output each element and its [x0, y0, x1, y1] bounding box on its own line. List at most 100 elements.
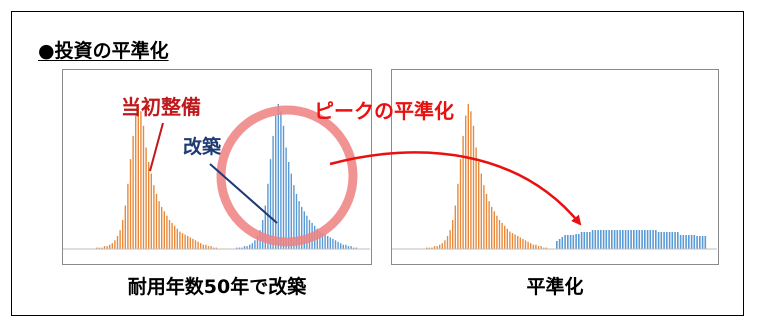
bar-initial: [210, 246, 212, 249]
bar-leveled: [657, 232, 660, 249]
bar-leveled: [701, 236, 704, 249]
bar-rebuild: [340, 243, 342, 249]
bar-initial: [433, 246, 436, 249]
pointer-initial: [149, 122, 164, 172]
bar-initial: [480, 173, 482, 249]
bar-initial: [493, 211, 495, 249]
bar-initial: [213, 247, 215, 249]
bar-rebuild: [288, 162, 290, 249]
bar-initial: [428, 247, 430, 249]
bar-initial: [192, 238, 194, 249]
bar-rebuild: [269, 159, 272, 249]
bar-rebuild: [337, 241, 339, 250]
bar-rebuild: [345, 244, 347, 249]
bar-rebuild: [353, 247, 355, 249]
bar-initial: [215, 247, 217, 249]
bar-rebuild: [355, 247, 357, 249]
bar-initial: [472, 125, 475, 250]
bar-rebuild: [277, 104, 279, 249]
bar-initial: [446, 235, 449, 249]
peak-highlight-circle: [216, 105, 358, 247]
bar-leveled: [583, 232, 586, 249]
bar-rebuild: [347, 246, 350, 249]
bar-leveled: [685, 235, 687, 249]
bar-initial: [530, 243, 532, 249]
bar-initial: [98, 247, 100, 249]
bar-initial: [171, 222, 173, 249]
bar-leveled: [589, 232, 591, 249]
bar-leveled: [622, 230, 624, 249]
bar-initial: [431, 247, 433, 249]
bar-leveled: [666, 232, 668, 249]
bar-leveled: [693, 235, 696, 249]
bar-initial: [535, 244, 537, 249]
bar-leveled: [704, 236, 707, 249]
bar-initial: [181, 233, 184, 249]
bar-initial: [187, 235, 189, 249]
bar-leveled: [586, 232, 588, 249]
bar-leveled: [696, 236, 698, 249]
bar-initial: [441, 243, 443, 249]
bar-initial: [426, 247, 428, 249]
bar-initial: [202, 244, 204, 249]
bar-leveled: [575, 234, 577, 249]
bar-initial: [189, 237, 191, 249]
bar-initial: [135, 115, 137, 249]
bar-initial: [470, 111, 472, 250]
label-rebuild: 改築: [183, 136, 222, 158]
bar-rebuild: [295, 193, 298, 249]
bar-initial: [532, 244, 534, 249]
bar-initial: [491, 206, 493, 249]
bar-leveled: [594, 230, 597, 249]
bar-rebuild: [267, 183, 269, 250]
caption-leveled: 平準化: [526, 276, 584, 298]
bar-leveled: [616, 230, 619, 249]
bar-initial: [540, 246, 542, 249]
bar-initial: [116, 235, 119, 249]
bar-initial: [485, 193, 488, 249]
bar-leveled: [597, 230, 599, 249]
bar-initial: [176, 228, 178, 249]
bar-rebuild: [303, 211, 305, 249]
bar-initial: [475, 147, 477, 249]
bar-initial: [184, 234, 186, 249]
bar-rebuild: [256, 235, 259, 249]
bar-leveled: [613, 230, 616, 249]
bar-initial: [483, 185, 485, 249]
bar-initial: [501, 222, 503, 249]
bar-initial: [142, 125, 145, 250]
bar-rebuild: [306, 215, 308, 250]
bar-initial: [129, 159, 132, 249]
bar-initial: [543, 247, 545, 249]
bar-initial: [179, 231, 181, 249]
bar-initial: [496, 215, 498, 250]
bar-initial: [127, 183, 129, 250]
bar-rebuild: [246, 246, 248, 249]
bar-initial: [524, 240, 527, 249]
bar-rebuild: [329, 237, 331, 249]
bar-initial: [109, 244, 111, 249]
bar-rebuild: [350, 246, 352, 249]
pointer-rebuild: [209, 163, 278, 224]
bar-rebuild: [332, 238, 334, 249]
bar-initial: [140, 111, 142, 250]
bar-initial: [465, 115, 467, 249]
bar-rebuild: [243, 246, 246, 249]
bar-leveled: [564, 235, 566, 249]
bar-leveled: [699, 236, 701, 249]
bar-rebuild: [298, 201, 300, 250]
bar-leveled: [663, 232, 665, 249]
bar-initial: [174, 225, 176, 249]
label-peak-leveling: ピークの平準化: [314, 99, 454, 123]
bar-initial: [522, 238, 524, 249]
bar-initial: [467, 104, 469, 249]
bar-rebuild: [321, 233, 324, 249]
bar-initial: [498, 220, 501, 249]
bar-leveled: [668, 232, 671, 249]
bar-initial: [194, 240, 197, 249]
histogram-rebuild-left: [236, 104, 357, 250]
histogram-initial-left: [96, 104, 217, 250]
bar-rebuild: [342, 244, 344, 249]
bar-leveled: [578, 234, 580, 249]
bar-initial: [509, 231, 511, 249]
